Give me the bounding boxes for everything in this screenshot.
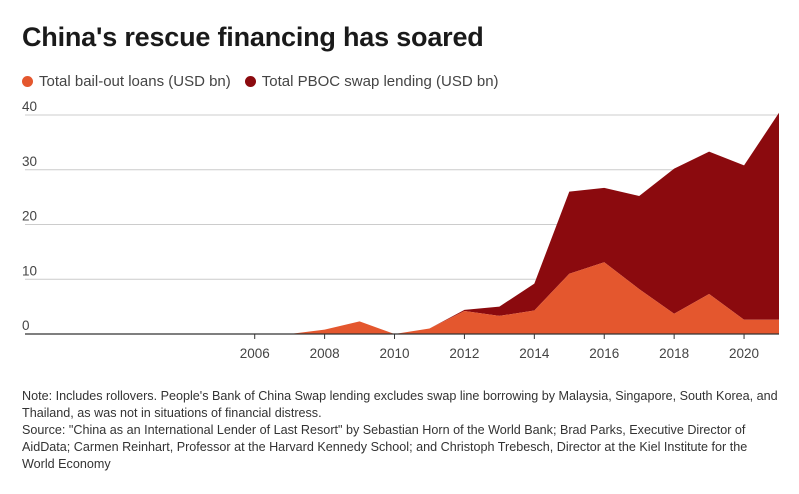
x-tick-label-2016: 2016 xyxy=(589,346,619,361)
y-tick-label-30: 30 xyxy=(22,154,37,169)
footnote: Note: Includes rollovers. People's Bank … xyxy=(22,388,782,473)
area-bailout-loans xyxy=(45,262,779,334)
x-tick-label-2018: 2018 xyxy=(659,346,689,361)
legend-label-swap: Total PBOC swap lending (USD bn) xyxy=(261,73,499,90)
x-tick-label-2010: 2010 xyxy=(380,346,410,361)
y-tick-label-20: 20 xyxy=(22,209,37,224)
y-tick-label-40: 40 xyxy=(22,100,37,114)
legend: Total bail-out loans (USD bn) Total PBOC… xyxy=(22,73,513,90)
chart-title: China's rescue financing has soared xyxy=(22,22,484,52)
note-text: Note: Includes rollovers. People's Bank … xyxy=(22,389,778,420)
x-tick-label-2008: 2008 xyxy=(310,346,340,361)
x-tick-label-2020: 2020 xyxy=(729,346,759,361)
x-tick-label-2006: 2006 xyxy=(240,346,270,361)
y-tick-label-0: 0 xyxy=(22,318,30,333)
legend-swatch-bailout xyxy=(22,76,33,87)
legend-label-bailout: Total bail-out loans (USD bn) xyxy=(39,73,231,90)
legend-swatch-swap xyxy=(244,76,256,87)
area-swap-lending xyxy=(45,112,779,334)
y-tick-label-10: 10 xyxy=(22,263,37,278)
area-chart: 0 10 20 30 40 2006 2008 2010 2012 2014 2016 2018 202… xyxy=(22,100,779,361)
x-tick-label-2012: 2012 xyxy=(449,346,479,361)
x-tick-label-2014: 2014 xyxy=(519,346,550,361)
source-text: Source: "China as an International Lende… xyxy=(22,423,748,471)
legend-item-bailout: Total bail-out loans (USD bn) xyxy=(22,73,231,90)
legend-item-swap: Total PBOC swap lending (USD bn) xyxy=(244,73,499,90)
